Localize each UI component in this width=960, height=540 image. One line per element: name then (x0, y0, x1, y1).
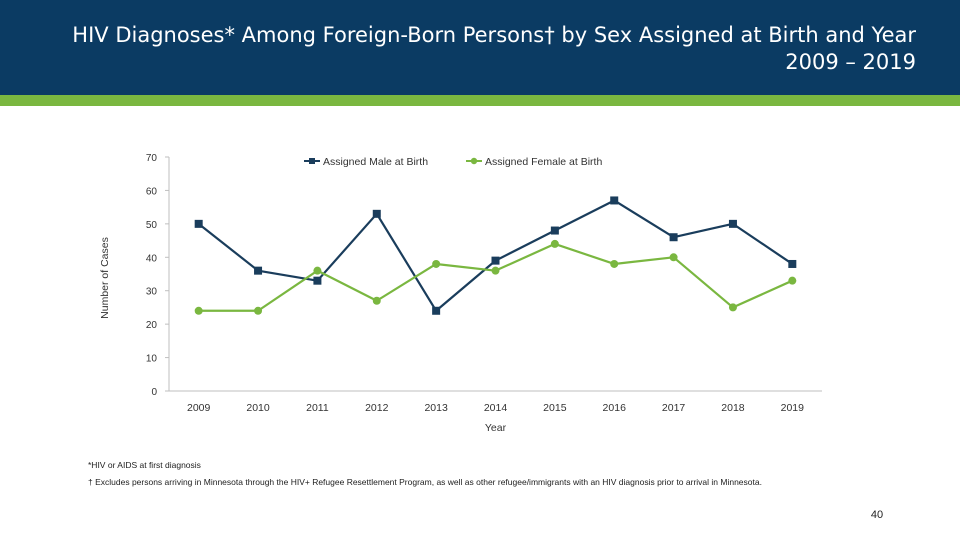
legend-marker-female (470, 157, 478, 165)
x-tick-label: 2015 (543, 402, 567, 414)
footnotes: *HIV or AIDS at first diagnosis † Exclud… (88, 460, 788, 487)
data-point-female (550, 239, 559, 248)
x-tick-label: 2012 (365, 402, 389, 414)
page-number: 40 (870, 509, 884, 521)
header-accent-stripe (0, 95, 960, 106)
x-tick-label: 2013 (424, 402, 448, 414)
data-point-female (372, 296, 381, 305)
x-tick-label: 2016 (603, 402, 627, 414)
data-point-male (372, 209, 381, 218)
data-point-male (432, 306, 441, 315)
title-line-1: HIV Diagnoses* Among Foreign-Born Person… (72, 23, 916, 47)
footnote-2: † Excludes persons arriving in Minnesota… (88, 477, 762, 487)
x-tick-label: 2009 (187, 402, 211, 414)
data-point-male (194, 219, 203, 228)
x-tick-label: 2011 (306, 402, 329, 414)
legend-marker-male (309, 158, 315, 164)
data-point-male (610, 196, 619, 205)
data-point-male (788, 259, 797, 268)
x-tick-label: 2014 (484, 402, 508, 414)
x-tick-label: 2010 (246, 402, 270, 414)
chart-axes: 0 10 20 30 40 50 60 70 2009 2010 2011 2012 2013 2014 2… (99, 153, 822, 434)
data-point-female (491, 266, 500, 275)
y-tick-label: 30 (146, 287, 158, 298)
legend-label: Assigned Female at Birth (485, 156, 602, 168)
series-line-male (198, 199, 793, 312)
data-point-female (194, 306, 203, 315)
data-point-female (669, 253, 678, 262)
data-point-male (728, 219, 737, 228)
legend-label: Assigned Male at Birth (323, 156, 428, 168)
chart-series (194, 196, 797, 315)
header-banner (0, 0, 960, 95)
data-point-female (728, 303, 737, 312)
data-point-male (313, 276, 322, 285)
x-tick-label: 2017 (662, 402, 686, 414)
title-line-2: 2009 – 2019 (785, 50, 916, 74)
y-axis-title: Number of Cases (99, 237, 111, 319)
data-point-male (254, 266, 263, 275)
data-point-female (313, 266, 322, 275)
series-line-female (198, 242, 793, 312)
data-point-female (788, 276, 797, 285)
data-point-female (610, 259, 619, 268)
y-tick-label: 50 (146, 220, 158, 231)
y-tick-label: 10 (146, 354, 158, 365)
x-axis-title: Year (485, 422, 507, 434)
y-tick-label: 70 (146, 153, 158, 164)
x-tick-label: 2018 (721, 402, 745, 414)
y-tick-label: 60 (146, 186, 158, 197)
data-point-female (254, 306, 263, 315)
data-point-male (669, 233, 678, 242)
x-tick-label: 2019 (781, 402, 805, 414)
y-tick-label: 40 (146, 253, 158, 264)
slide-title: HIV Diagnoses* Among Foreign-Born Person… (56, 22, 916, 76)
chart-legend: Assigned Male at Birth Assigned Female at… (304, 156, 602, 168)
data-point-male (491, 256, 500, 265)
data-point-male (550, 226, 559, 235)
y-tick-label: 20 (146, 320, 158, 331)
data-point-female (432, 259, 441, 268)
footnote-1: *HIV or AIDS at first diagnosis (88, 460, 201, 470)
y-tick-label: 0 (151, 387, 157, 398)
